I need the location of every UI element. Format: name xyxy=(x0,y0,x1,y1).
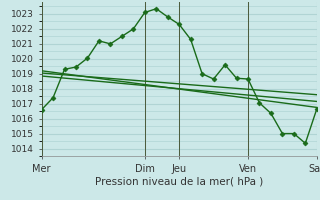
X-axis label: Pression niveau de la mer( hPa ): Pression niveau de la mer( hPa ) xyxy=(95,176,263,186)
